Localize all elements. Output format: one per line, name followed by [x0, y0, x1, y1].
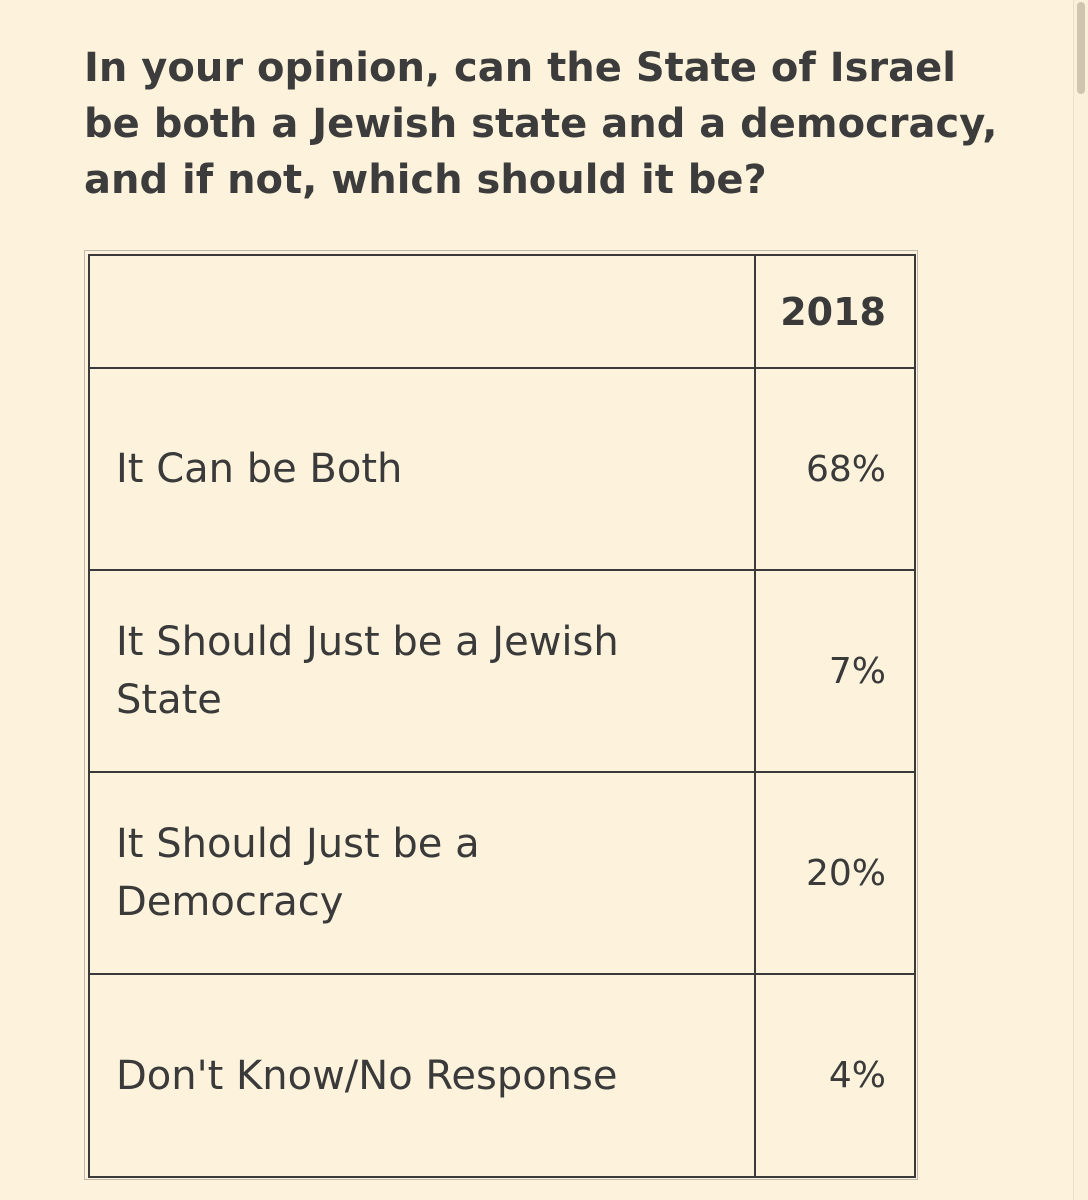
table-row: It Should Just be a Jewish State 7% — [88, 569, 916, 773]
scrollbar[interactable] — [1073, 0, 1088, 1200]
row-label: Don't Know/No Response — [88, 973, 756, 1178]
results-table: 2018 It Can be Both 68% It Should Just b… — [88, 254, 916, 1178]
row-label: It Should Just be a Democracy — [88, 771, 756, 975]
results-table-container: 2018 It Can be Both 68% It Should Just b… — [84, 250, 918, 1180]
header-year-cell: 2018 — [754, 254, 916, 369]
row-value: 7% — [754, 569, 916, 773]
row-value: 4% — [754, 973, 916, 1178]
table-row: It Can be Both 68% — [88, 367, 916, 571]
header-label-cell — [88, 254, 756, 369]
survey-question: In your opinion, can the State of Israel… — [84, 45, 998, 203]
row-label: It Should Just be a Jewish State — [88, 569, 756, 773]
table-row: Don't Know/No Response 4% — [88, 973, 916, 1178]
row-value: 68% — [754, 367, 916, 571]
scrollbar-thumb[interactable] — [1077, 2, 1085, 94]
table-row: It Should Just be a Democracy 20% — [88, 771, 916, 975]
table-header-row: 2018 — [88, 254, 916, 369]
row-value: 20% — [754, 771, 916, 975]
row-label: It Can be Both — [88, 367, 756, 571]
